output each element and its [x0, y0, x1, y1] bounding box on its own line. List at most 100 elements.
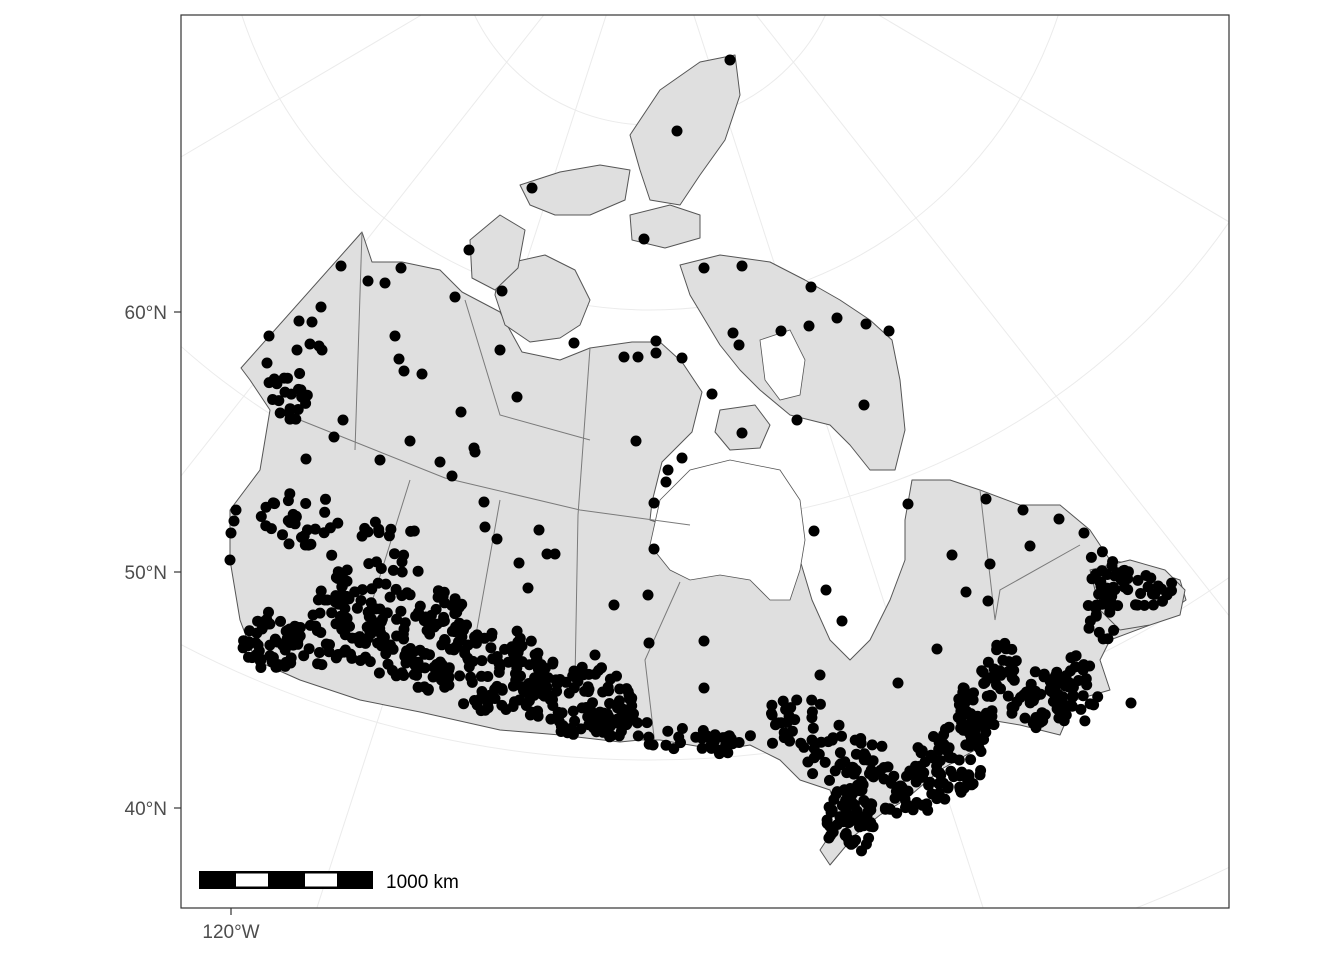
city-point [744, 730, 756, 742]
city-point [496, 285, 508, 297]
city-point [458, 624, 469, 636]
city-point [875, 764, 886, 776]
city-point [361, 621, 373, 633]
scale-bar-outline [199, 871, 373, 889]
foxe-basin [759, 329, 806, 401]
city-point [1008, 664, 1020, 676]
city-point [425, 609, 437, 621]
city-point [698, 262, 710, 274]
city-point [526, 182, 538, 194]
city-point [315, 592, 327, 604]
city-point [298, 650, 310, 662]
city-point [1050, 670, 1062, 682]
victoria-island [494, 254, 591, 343]
city-point [803, 320, 815, 332]
city-point [268, 373, 280, 385]
city-point [306, 316, 318, 328]
city-point [397, 628, 409, 640]
city-point [538, 690, 550, 702]
city-point [541, 681, 553, 693]
scale-bar: 1000 km [199, 871, 459, 893]
city-point [628, 708, 639, 720]
city-point [525, 635, 537, 647]
city-point [274, 407, 286, 419]
city-point [568, 337, 580, 349]
city-point [778, 727, 790, 739]
city-point [560, 676, 572, 688]
city-point [1132, 574, 1144, 586]
city-point [373, 527, 385, 539]
city-point [960, 586, 972, 598]
city-point [984, 689, 996, 701]
city-point [942, 781, 954, 793]
canada-landmass [229, 54, 1187, 866]
axis-ticks [174, 311, 232, 915]
city-point [1065, 652, 1077, 664]
city-point [506, 641, 518, 653]
city-point [690, 731, 702, 743]
city-point [916, 745, 928, 757]
city-point [1066, 700, 1078, 712]
city-point [252, 615, 264, 627]
city-point [283, 538, 295, 550]
city-point [389, 548, 400, 560]
city-point [541, 548, 553, 560]
city-point [583, 668, 595, 680]
city-point [513, 557, 525, 569]
city-point [836, 615, 848, 627]
city-point [965, 723, 977, 735]
city-point [648, 543, 660, 555]
city-point [824, 774, 835, 786]
city-point [396, 590, 408, 602]
city-point [931, 766, 943, 778]
city-point [385, 523, 397, 535]
city-point [791, 414, 803, 426]
city-point [404, 435, 416, 447]
city-point [784, 735, 796, 747]
city-point [337, 414, 349, 426]
city-point [984, 558, 996, 570]
city-point [393, 353, 405, 365]
city-point [1097, 633, 1109, 645]
city-point [660, 739, 672, 751]
city-point [374, 454, 386, 466]
city-point [390, 670, 402, 682]
city-point [520, 700, 532, 711]
city-point [359, 522, 371, 534]
city-point [556, 707, 568, 719]
city-point [805, 281, 817, 293]
city-point [1085, 551, 1097, 563]
city-point [376, 613, 388, 625]
city-point [830, 788, 842, 800]
city-point [1067, 689, 1079, 701]
city-point [1122, 584, 1134, 596]
city-point [824, 820, 836, 832]
city-point [621, 683, 633, 695]
city-point [632, 730, 644, 742]
city-point [255, 662, 267, 673]
city-point [516, 640, 528, 652]
city-point [511, 391, 523, 403]
city-point [630, 435, 642, 447]
city-point [493, 657, 505, 669]
city-point [326, 607, 338, 619]
city-point [795, 737, 807, 749]
city-point [921, 798, 933, 810]
city-point [791, 694, 803, 706]
city-point [355, 595, 367, 606]
city-point [883, 325, 895, 337]
city-point [454, 670, 466, 682]
city-point [379, 277, 391, 289]
city-point [808, 525, 820, 537]
city-point [848, 799, 860, 811]
city-point [511, 625, 523, 637]
city-point [496, 699, 508, 711]
city-point [316, 659, 328, 671]
city-point [814, 669, 826, 681]
city-point [270, 661, 282, 673]
city-point [412, 656, 424, 668]
city-point [1003, 656, 1015, 668]
city-point [328, 431, 340, 443]
city-point [491, 533, 503, 545]
city-point [958, 682, 970, 694]
